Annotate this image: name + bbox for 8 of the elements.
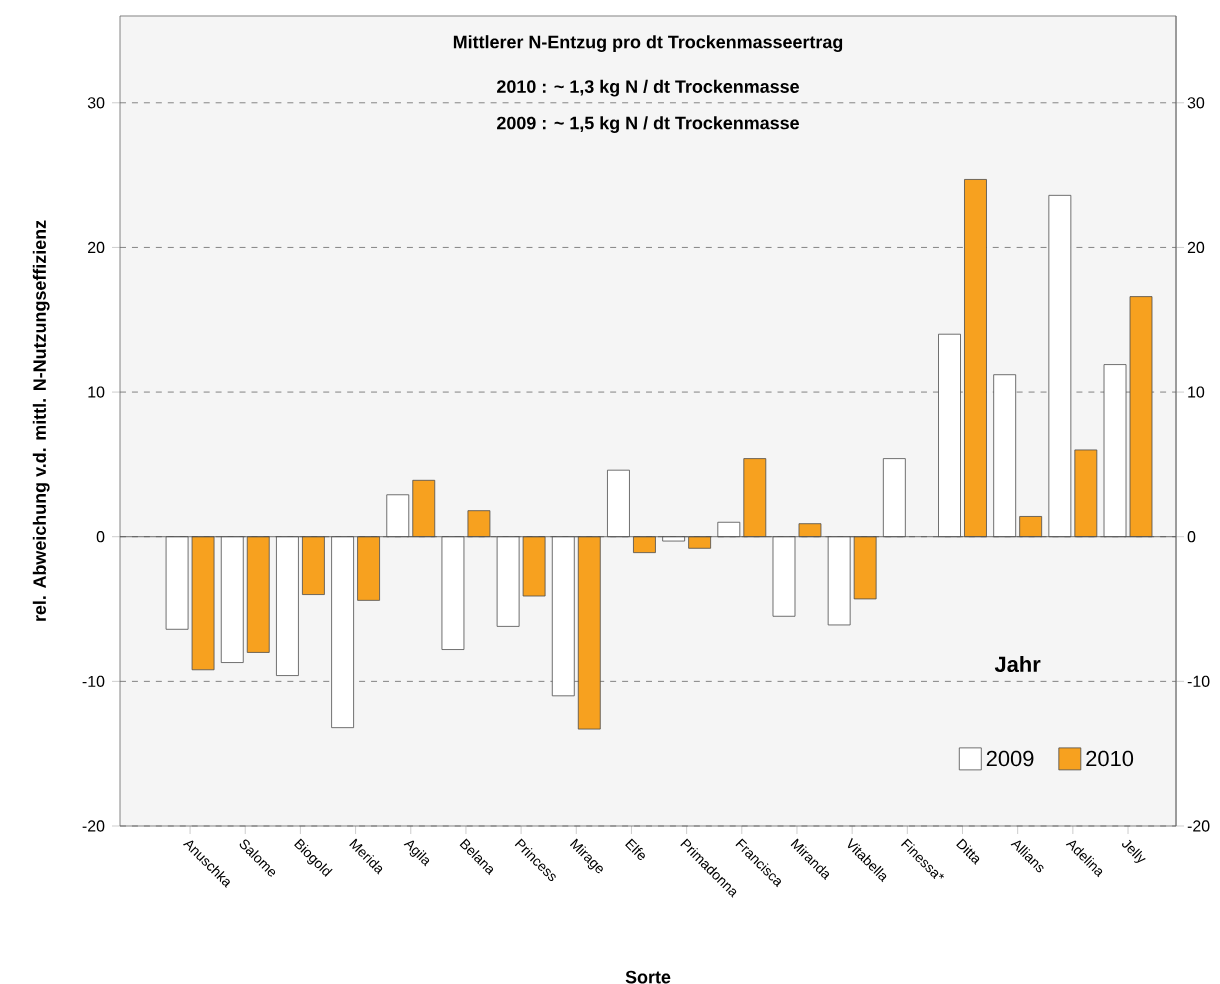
annotation: 2009 : ~ 1,5 kg N / dt Trockenmasse	[497, 116, 799, 133]
annotation: 2010 : ~ 1,3 kg N / dt Trockenmasse	[497, 79, 799, 97]
text: Mittlerer N-Entzug pro dt Trockenmasseertrag	[453, 35, 843, 52]
y-axis-title: rel. Abweichung v.d. mittl. N-Nutzungseffizienz	[32, 220, 50, 621]
legend-label: 2009	[986, 750, 1034, 767]
legend-label: 2010	[1086, 750, 1134, 767]
legend-title: Jahr	[994, 655, 1041, 673]
x-axis-title: Sorte	[625, 970, 671, 984]
